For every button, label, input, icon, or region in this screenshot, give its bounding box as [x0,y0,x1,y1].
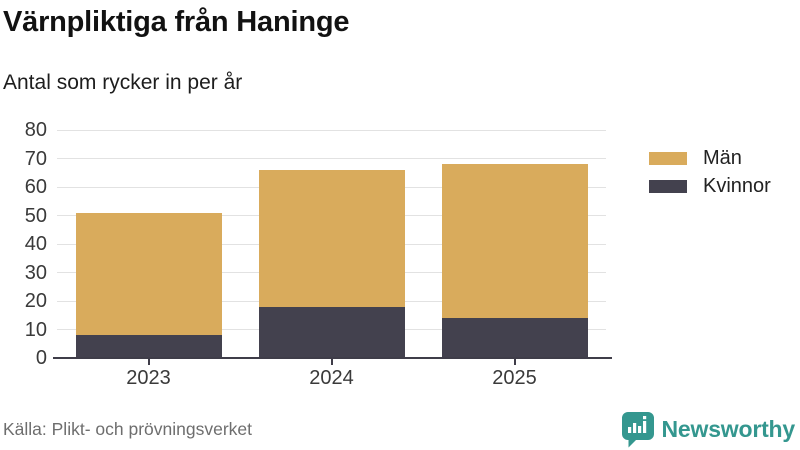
x-tick-2023 [147,359,150,365]
gridline-80 [57,129,606,131]
y-axis-label-60: 60 [24,176,47,198]
y-axis-label-40: 40 [24,233,47,255]
legend-label-man: Män [703,147,742,169]
legend-swatch-man [649,151,687,165]
y-axis-label-20: 20 [24,290,47,312]
y-axis-label-50: 50 [24,204,47,227]
bar-segment-män-2023 [75,212,222,336]
x-tick-2024 [330,359,333,365]
y-axis-label-70: 70 [24,147,47,170]
y-axis-label-80: 80 [24,119,47,141]
bar-segment-män-2025 [441,164,588,319]
bar-group-2025 [441,130,588,358]
gridline-70 [57,158,606,159]
bar-segment-kvinnor-2023 [75,335,222,358]
x-axis-baseline [53,357,612,359]
legend: Män Kvinnor [649,148,771,196]
newsworthy-wordmark: Newsworthy [661,416,796,442]
x-tick-2025 [513,359,516,365]
bar-segment-kvinnor-2024 [258,306,405,358]
source-text: Källa: Plikt- och prövningsverket [3,419,252,439]
bar-group-2024 [258,130,405,358]
x-axis-label-2023: 2023 [126,367,171,389]
legend-item-kvinnor: Kvinnor [649,176,771,196]
newsworthy-logo: Newsworthy [621,411,795,448]
bar-segment-män-2024 [258,169,405,307]
legend-swatch-kvinnor [649,179,687,193]
x-axis-label-2024: 2024 [309,367,354,389]
bar-group-2023 [75,130,222,358]
bar-chart-speech-bubble-icon [621,412,654,448]
y-axis-label-10: 10 [24,318,47,341]
x-axis-label-2025: 2025 [492,367,537,389]
bar-segment-kvinnor-2025 [441,318,588,358]
y-axis-label-30: 30 [24,261,47,284]
legend-label-kvinnor: Kvinnor [703,175,771,197]
y-axis-label-0: 0 [35,347,47,369]
legend-item-man: Män [649,148,771,168]
plot-area [57,129,606,358]
chart-title: Värnpliktiga från Haninge [3,6,350,38]
chart-subtitle: Antal som rycker in per år [3,71,243,94]
